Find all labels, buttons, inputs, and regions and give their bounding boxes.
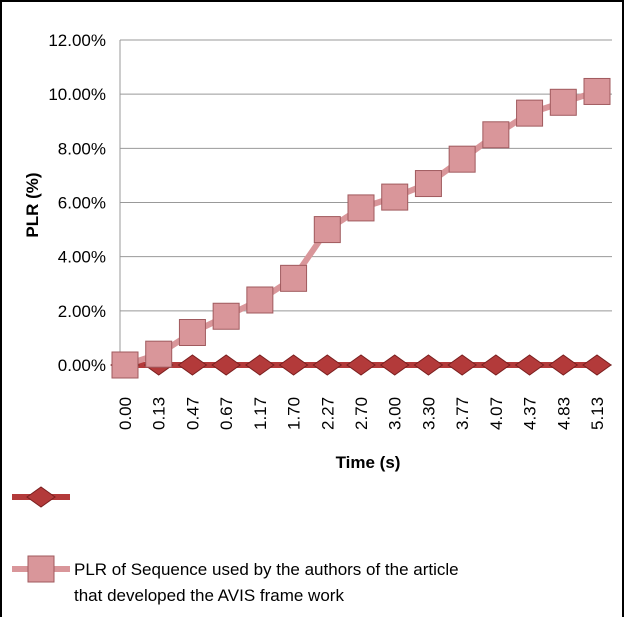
- marker: [447, 354, 478, 376]
- legend-text-line: PLR of Sequence used by the authors of t…: [74, 560, 459, 579]
- x-tick-label: 1.17: [251, 397, 270, 430]
- marker: [381, 183, 409, 211]
- marker: [480, 354, 511, 376]
- x-tick-label: 0.67: [217, 397, 236, 430]
- y-axis-label: PLR (%): [23, 172, 42, 237]
- legend-label: PLR of Sequence used by the authors of t…: [74, 560, 459, 605]
- x-tick-label: 0.47: [183, 397, 202, 430]
- marker: [548, 354, 579, 376]
- x-tick-label: 4.37: [521, 397, 540, 430]
- y-tick-label: 0.00%: [58, 356, 106, 375]
- marker: [582, 354, 612, 376]
- x-axis-label: Time (s): [336, 453, 401, 472]
- marker: [280, 264, 308, 292]
- y-tick-label: 2.00%: [58, 302, 106, 321]
- marker: [145, 340, 173, 368]
- marker: [313, 216, 341, 244]
- x-tick-label: 3.77: [453, 397, 472, 430]
- marker: [414, 170, 442, 198]
- y-tick-label: 10.00%: [48, 85, 106, 104]
- y-tick-label: 6.00%: [58, 194, 106, 213]
- legend-marker: [27, 555, 55, 583]
- marker: [379, 354, 410, 376]
- legend-marker: [26, 486, 56, 508]
- marker: [448, 145, 476, 173]
- marker: [211, 354, 242, 376]
- legend-text-line: that developed the AVIS frame work: [74, 586, 344, 605]
- x-tick-label: 2.27: [318, 397, 337, 430]
- marker: [583, 77, 611, 105]
- x-tick-label: 4.07: [487, 397, 506, 430]
- x-tick-label: 1.70: [285, 397, 304, 430]
- marker: [482, 121, 510, 149]
- marker: [111, 351, 139, 379]
- marker: [177, 354, 208, 376]
- y-tick-label: 8.00%: [58, 139, 106, 158]
- marker: [347, 194, 375, 222]
- x-tick-label: 2.70: [352, 397, 371, 430]
- marker: [346, 354, 376, 376]
- x-tick-label: 0.13: [150, 397, 169, 430]
- marker: [278, 354, 309, 376]
- marker: [178, 319, 206, 346]
- x-tick-label: 0.00: [116, 397, 135, 430]
- marker: [413, 354, 444, 376]
- x-tick-label: 5.13: [588, 397, 607, 430]
- y-tick-label: 12.00%: [48, 31, 106, 50]
- x-tick-label: 3.00: [386, 397, 405, 430]
- x-tick-label: 3.30: [419, 397, 438, 430]
- marker: [514, 354, 545, 376]
- marker: [212, 302, 240, 330]
- y-tick-label: 4.00%: [58, 248, 106, 267]
- marker: [549, 88, 577, 116]
- marker: [246, 286, 274, 314]
- marker: [312, 354, 343, 376]
- marker: [516, 99, 544, 127]
- marker: [244, 354, 275, 376]
- x-tick-label: 4.83: [554, 397, 573, 430]
